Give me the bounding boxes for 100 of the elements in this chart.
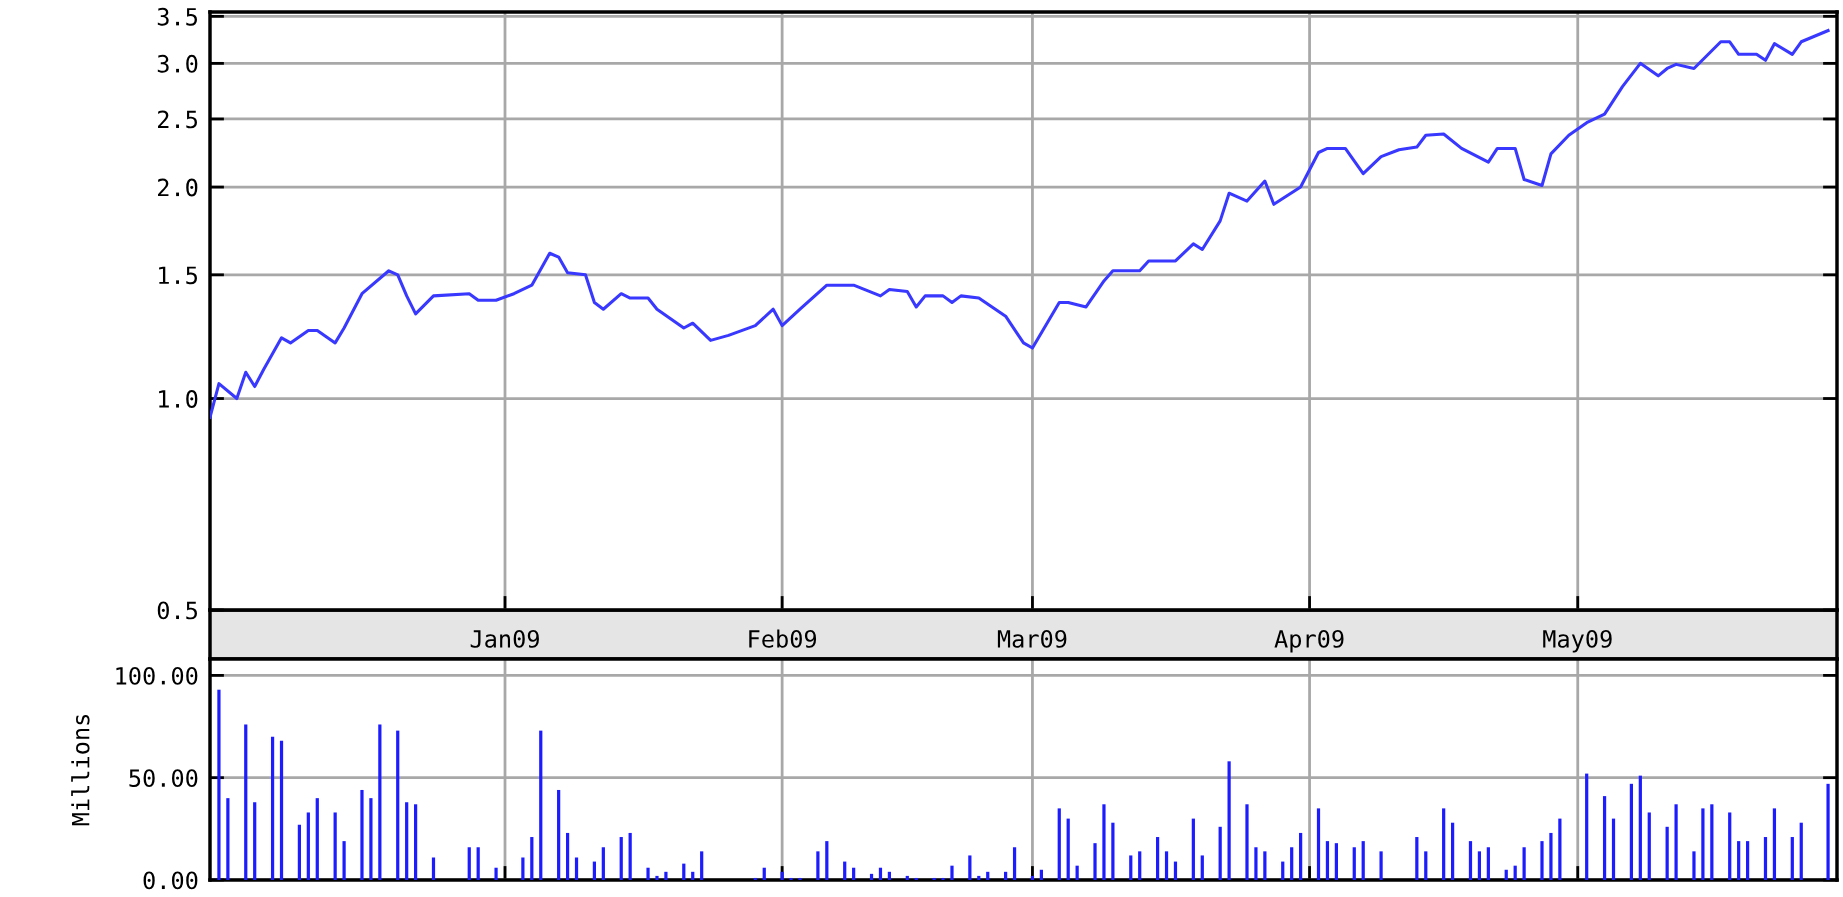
bar bbox=[1549, 832, 1553, 880]
bar bbox=[1173, 861, 1178, 880]
bar bbox=[1245, 804, 1249, 880]
bar bbox=[405, 802, 409, 880]
y-tick-label: 2.5 bbox=[158, 110, 197, 129]
bar bbox=[950, 865, 954, 880]
bar bbox=[1701, 808, 1705, 880]
bar bbox=[217, 689, 221, 880]
bar bbox=[1129, 855, 1133, 880]
bar bbox=[1004, 871, 1008, 880]
bar bbox=[396, 730, 400, 880]
x-tick-label: Feb09 bbox=[749, 629, 817, 648]
bar bbox=[1334, 843, 1338, 880]
line-series bbox=[210, 29, 1830, 419]
bar bbox=[1254, 847, 1258, 880]
bar bbox=[1602, 796, 1607, 880]
bar bbox=[798, 877, 802, 880]
x-tick-label: Apr09 bbox=[1274, 629, 1344, 653]
bar bbox=[1316, 808, 1321, 880]
bar bbox=[1504, 869, 1508, 880]
bar bbox=[1325, 841, 1330, 880]
bar bbox=[1737, 841, 1741, 880]
bar bbox=[1799, 822, 1803, 880]
y-tick-label: 50.00 bbox=[129, 769, 198, 788]
bar bbox=[1352, 847, 1356, 880]
bar bbox=[941, 877, 945, 880]
bar bbox=[1450, 822, 1455, 880]
bar bbox=[1191, 818, 1195, 880]
bar bbox=[619, 837, 623, 880]
bar bbox=[369, 798, 373, 880]
bar bbox=[601, 847, 605, 880]
y-tick-label: 0.00 bbox=[143, 871, 198, 890]
bar bbox=[1155, 837, 1160, 880]
bar bbox=[1692, 851, 1696, 880]
bar bbox=[1674, 804, 1678, 880]
bar bbox=[780, 871, 784, 880]
bar bbox=[1227, 761, 1231, 880]
bar bbox=[494, 867, 498, 880]
bar bbox=[592, 861, 597, 880]
bar bbox=[1442, 808, 1446, 880]
bar bbox=[1629, 783, 1633, 880]
bar bbox=[244, 724, 248, 880]
bar bbox=[968, 855, 972, 880]
x-tick-label: Jan09 bbox=[470, 629, 539, 648]
bar bbox=[1558, 818, 1562, 880]
bar bbox=[1093, 843, 1097, 880]
bar bbox=[1763, 837, 1768, 880]
bar bbox=[414, 804, 418, 880]
bar bbox=[1585, 773, 1589, 880]
bar bbox=[1164, 851, 1169, 880]
bar bbox=[1468, 841, 1473, 880]
bar bbox=[1075, 865, 1079, 880]
bar bbox=[1361, 841, 1365, 880]
bar bbox=[852, 867, 856, 880]
bar bbox=[816, 851, 820, 880]
bar bbox=[646, 867, 650, 880]
bar bbox=[1290, 847, 1294, 880]
bar bbox=[664, 871, 668, 880]
bar bbox=[226, 798, 230, 880]
bar bbox=[521, 857, 525, 880]
bar bbox=[1263, 851, 1267, 880]
bar bbox=[565, 832, 570, 880]
bar bbox=[762, 867, 766, 880]
bar bbox=[306, 812, 310, 880]
bar bbox=[1486, 847, 1490, 880]
y-tick-label: 3.0 bbox=[157, 54, 198, 73]
bar bbox=[700, 851, 704, 880]
x-tick-label: Mar09 bbox=[997, 629, 1067, 648]
bar bbox=[825, 841, 829, 880]
bar bbox=[342, 841, 346, 880]
y-tick-label: 1.0 bbox=[159, 390, 198, 408]
bar bbox=[360, 789, 364, 880]
bar bbox=[476, 847, 480, 880]
bar bbox=[1746, 841, 1750, 880]
y-tick-label: 100.00 bbox=[116, 666, 198, 685]
bar bbox=[1281, 861, 1285, 880]
bar bbox=[1057, 808, 1061, 880]
bar bbox=[530, 837, 534, 880]
bar bbox=[1540, 841, 1544, 880]
y-tick-label: 0.5 bbox=[157, 601, 197, 620]
bar bbox=[932, 877, 936, 880]
bar bbox=[253, 802, 257, 880]
bar bbox=[986, 871, 990, 880]
y-tick-label: 2.0 bbox=[158, 178, 198, 197]
bar bbox=[789, 877, 793, 880]
bar bbox=[1415, 837, 1419, 880]
bar bbox=[1522, 847, 1526, 880]
bar bbox=[574, 857, 579, 880]
bar bbox=[1611, 818, 1616, 880]
bar bbox=[878, 867, 883, 880]
bar bbox=[1772, 808, 1777, 880]
bar bbox=[279, 740, 284, 880]
y-tick-label: 1.5 bbox=[159, 266, 197, 285]
bar bbox=[682, 863, 686, 880]
bar bbox=[297, 824, 301, 880]
bar bbox=[843, 861, 847, 880]
bar bbox=[1790, 837, 1794, 880]
bar bbox=[1102, 804, 1106, 880]
bar bbox=[315, 798, 319, 880]
bar bbox=[628, 832, 632, 880]
